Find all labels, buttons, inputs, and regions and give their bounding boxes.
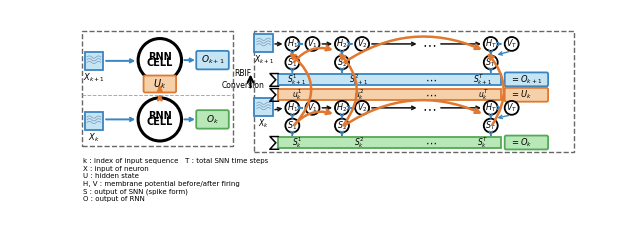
Circle shape [335, 101, 349, 115]
FancyBboxPatch shape [505, 72, 548, 86]
Text: k : index of input sequence   T : total SNN time steps: k : index of input sequence T : total SN… [83, 158, 268, 164]
Text: $= O_{k+1}$: $= O_{k+1}$ [510, 73, 543, 86]
Text: $= O_k$: $= O_k$ [510, 136, 532, 149]
Text: CELL: CELL [147, 58, 173, 68]
Text: $S^T_k$: $S^T_k$ [477, 135, 488, 150]
Text: $u^2_k$: $u^2_k$ [354, 87, 364, 102]
Circle shape [285, 119, 300, 133]
Circle shape [335, 37, 349, 51]
FancyBboxPatch shape [278, 137, 501, 148]
Text: $u^1_k$: $u^1_k$ [292, 87, 302, 102]
Text: $S^2_k$: $S^2_k$ [354, 135, 364, 150]
Text: $\sum$: $\sum$ [268, 70, 280, 89]
Text: $X_{k+1}$: $X_{k+1}$ [83, 72, 105, 84]
Circle shape [305, 37, 319, 51]
Text: $H_1$: $H_1$ [287, 38, 298, 50]
Text: $= U_k$: $= U_k$ [510, 88, 532, 101]
FancyBboxPatch shape [505, 136, 548, 149]
FancyArrowPatch shape [294, 110, 330, 125]
Text: $H_2$: $H_2$ [337, 102, 348, 114]
FancyArrowPatch shape [489, 55, 504, 125]
Text: $S^2_{k+1}$: $S^2_{k+1}$ [349, 72, 369, 87]
Circle shape [285, 37, 300, 51]
FancyArrowPatch shape [344, 36, 479, 62]
FancyArrowPatch shape [291, 54, 311, 125]
Text: $S^1_k$: $S^1_k$ [292, 135, 302, 150]
Text: $O_k$: $O_k$ [206, 113, 219, 126]
Circle shape [138, 98, 182, 141]
FancyBboxPatch shape [84, 52, 103, 70]
Text: $S_2$: $S_2$ [337, 56, 347, 69]
Text: $\cdots$: $\cdots$ [425, 74, 437, 84]
Circle shape [305, 101, 319, 115]
Circle shape [484, 37, 498, 51]
Text: $V_2$: $V_2$ [357, 102, 367, 114]
Text: $S_1$: $S_1$ [287, 119, 298, 132]
FancyBboxPatch shape [278, 74, 501, 85]
Text: $\sum$: $\sum$ [268, 133, 280, 152]
Text: $S_T$: $S_T$ [485, 56, 496, 69]
Circle shape [484, 101, 498, 115]
Circle shape [335, 119, 349, 133]
Text: $H_2$: $H_2$ [337, 38, 348, 50]
Text: $X_k$: $X_k$ [88, 132, 100, 144]
Circle shape [355, 37, 369, 51]
Text: O : output of RNN: O : output of RNN [83, 196, 145, 203]
Circle shape [484, 119, 498, 133]
Text: $O_{k+1}$: $O_{k+1}$ [200, 54, 225, 66]
FancyBboxPatch shape [254, 98, 273, 116]
Text: $S_1$: $S_1$ [287, 56, 298, 69]
Text: $V_T$: $V_T$ [506, 38, 517, 50]
Text: $V_1$: $V_1$ [307, 38, 318, 50]
FancyBboxPatch shape [505, 88, 548, 102]
Circle shape [138, 38, 182, 82]
Text: $S^1_{k+1}$: $S^1_{k+1}$ [287, 72, 307, 87]
Text: CELL: CELL [147, 117, 173, 128]
Circle shape [505, 37, 518, 51]
Text: X : input of neuron: X : input of neuron [83, 166, 149, 172]
FancyBboxPatch shape [278, 89, 501, 100]
Text: $H_T$: $H_T$ [485, 102, 497, 114]
Text: $U_k$: $U_k$ [153, 77, 166, 91]
Circle shape [484, 56, 498, 69]
FancyBboxPatch shape [196, 110, 229, 129]
Text: $X_k$: $X_k$ [259, 117, 269, 130]
Text: $u^T_k$: $u^T_k$ [477, 87, 488, 102]
Text: $V_1$: $V_1$ [307, 102, 318, 114]
Text: U : hidden state: U : hidden state [83, 173, 139, 179]
Text: $S_T$: $S_T$ [485, 119, 496, 132]
Circle shape [355, 101, 369, 115]
Text: $\sum$: $\sum$ [268, 85, 280, 104]
Text: $X_{k+1}$: $X_{k+1}$ [253, 53, 274, 66]
Text: RNN: RNN [148, 52, 172, 62]
Circle shape [285, 56, 300, 69]
Text: $S_2$: $S_2$ [337, 119, 347, 132]
Text: $\cdots$: $\cdots$ [422, 101, 436, 115]
Circle shape [335, 56, 349, 69]
FancyBboxPatch shape [254, 34, 273, 52]
Text: $\cdots$: $\cdots$ [425, 137, 437, 148]
Text: $H_1$: $H_1$ [287, 102, 298, 114]
Text: RNN: RNN [148, 111, 172, 121]
Text: $H_T$: $H_T$ [485, 38, 497, 50]
Text: $\cdots$: $\cdots$ [425, 90, 437, 100]
Text: $\cdots$: $\cdots$ [422, 37, 436, 51]
Text: RBIF
Conversion: RBIF Conversion [221, 69, 264, 90]
FancyBboxPatch shape [143, 76, 176, 92]
Text: $V_2$: $V_2$ [357, 38, 367, 50]
FancyArrowPatch shape [344, 100, 479, 126]
FancyArrowPatch shape [340, 55, 357, 125]
FancyBboxPatch shape [84, 112, 103, 130]
FancyArrowPatch shape [294, 46, 330, 62]
Text: H, V : membrane potential before/after firing: H, V : membrane potential before/after f… [83, 181, 240, 187]
Text: $S^T_{k+1}$: $S^T_{k+1}$ [474, 72, 493, 87]
Text: $V_T$: $V_T$ [506, 102, 517, 114]
Circle shape [285, 101, 300, 115]
Text: S : output of SNN (spike form): S : output of SNN (spike form) [83, 189, 188, 195]
Circle shape [505, 101, 518, 115]
FancyBboxPatch shape [196, 51, 229, 69]
